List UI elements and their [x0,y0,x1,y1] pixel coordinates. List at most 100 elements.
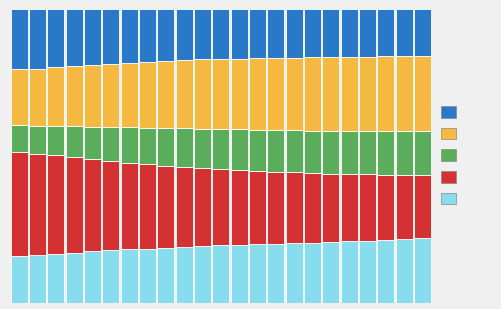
Legend: , , , , : , , , , [440,106,456,206]
Bar [66,9,83,66]
Bar [413,238,430,303]
Bar [84,127,101,159]
Bar [340,174,357,241]
Bar [212,9,229,59]
Bar [11,125,28,152]
Bar [285,58,302,130]
Bar [102,64,119,127]
Bar [121,249,137,303]
Bar [285,172,302,243]
Bar [377,240,393,303]
Bar [157,128,174,166]
Bar [322,174,339,242]
Bar [340,241,357,303]
Bar [395,239,412,303]
Bar [212,169,229,245]
Bar [267,244,284,303]
Bar [340,131,357,174]
Bar [102,250,119,303]
Bar [102,161,119,250]
Bar [121,163,137,249]
Bar [48,126,64,155]
Bar [29,9,46,69]
Bar [121,9,137,63]
Bar [175,9,192,60]
Bar [322,9,339,57]
Bar [248,244,266,303]
Bar [248,130,266,171]
Bar [267,130,284,171]
Bar [212,129,229,169]
Bar [358,57,375,131]
Bar [285,9,302,58]
Bar [102,9,119,64]
Bar [267,171,284,244]
Bar [139,128,156,164]
Bar [194,246,210,303]
Bar [102,127,119,161]
Bar [48,9,64,67]
Bar [358,131,375,174]
Bar [194,168,210,246]
Bar [84,65,101,127]
Bar [84,9,101,65]
Bar [395,175,412,239]
Bar [66,66,83,126]
Bar [395,9,412,56]
Bar [322,131,339,174]
Bar [48,67,64,126]
Bar [139,164,156,248]
Bar [194,9,210,59]
Bar [377,56,393,131]
Bar [395,131,412,175]
Bar [304,57,320,130]
Bar [230,9,247,59]
Bar [175,167,192,247]
Bar [377,175,393,240]
Bar [139,62,156,128]
Bar [66,253,83,303]
Bar [66,126,83,157]
Bar [304,243,320,303]
Bar [377,131,393,175]
Bar [48,254,64,303]
Bar [248,171,266,244]
Bar [358,9,375,57]
Bar [157,9,174,61]
Bar [413,56,430,131]
Bar [413,131,430,175]
Bar [212,59,229,129]
Bar [29,255,46,303]
Bar [175,60,192,129]
Bar [139,9,156,62]
Bar [340,9,357,57]
Bar [66,157,83,253]
Bar [11,256,28,303]
Bar [121,63,137,127]
Bar [340,57,357,131]
Bar [322,57,339,131]
Bar [175,247,192,303]
Bar [11,9,28,70]
Bar [194,129,210,168]
Bar [413,9,430,56]
Bar [48,155,64,254]
Bar [267,9,284,58]
Bar [304,130,320,173]
Bar [230,245,247,303]
Bar [304,173,320,243]
Bar [358,241,375,303]
Bar [267,58,284,130]
Bar [157,248,174,303]
Bar [285,130,302,172]
Bar [157,166,174,248]
Bar [230,170,247,245]
Bar [29,154,46,255]
Bar [11,152,28,256]
Bar [285,243,302,303]
Bar [121,127,137,163]
Bar [29,69,46,126]
Bar [84,252,101,303]
Bar [304,9,320,57]
Bar [194,59,210,129]
